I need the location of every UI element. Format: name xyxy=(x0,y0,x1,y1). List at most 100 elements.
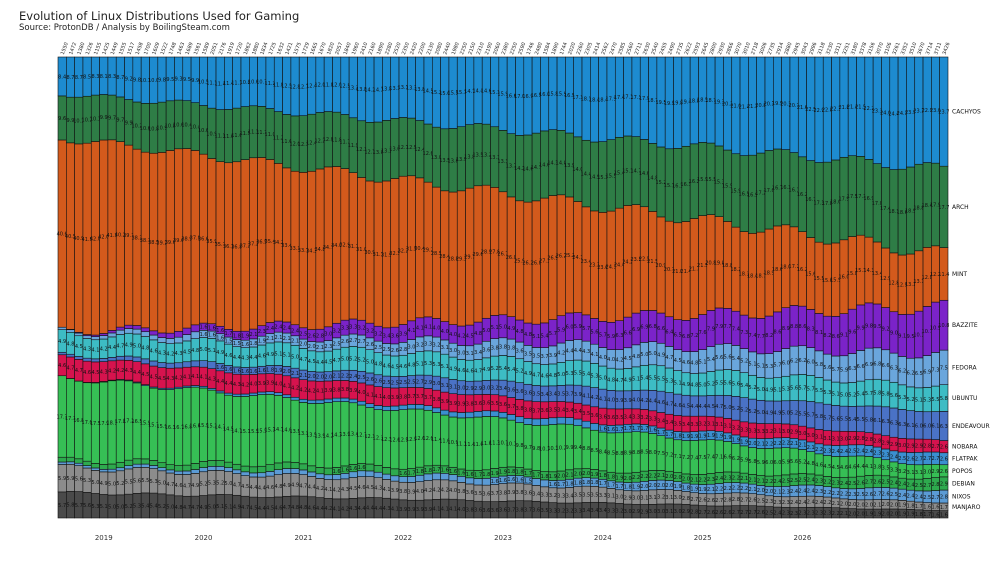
data-label: 21.5 xyxy=(647,259,658,265)
bar-column: 1.61.72.82.92.62.62.66.35.87.510.811.417… xyxy=(938,56,949,518)
bar-segment-nixos xyxy=(66,461,75,465)
data-label: 2.4 xyxy=(774,511,782,517)
data-label: 5.6 xyxy=(832,416,840,422)
data-label: 10.8 xyxy=(148,126,159,132)
data-label: 15.5 xyxy=(248,429,259,435)
data-label: 15.7 xyxy=(148,422,159,428)
data-label: 8.2 xyxy=(765,333,773,339)
data-label: 5.1 xyxy=(208,348,216,354)
data-label: 4.2 xyxy=(591,395,599,401)
series-label-flatpak: FLATPAK xyxy=(952,456,979,463)
data-label: 3.5 xyxy=(882,466,890,472)
data-label: 3.6 xyxy=(482,508,490,514)
bar-segment-endeavour xyxy=(174,362,184,369)
data-label: 4.1 xyxy=(591,352,599,358)
bar-segment-debian xyxy=(99,464,109,470)
data-label: 6.3 xyxy=(615,333,623,339)
data-label: 16.0 xyxy=(539,92,550,98)
data-label: 5.3 xyxy=(133,504,141,510)
data-label: 10.0 xyxy=(148,78,159,84)
data-label: 1.6 xyxy=(441,468,449,474)
data-label: 4.4 xyxy=(216,379,224,385)
data-label: 4.3 xyxy=(208,376,216,382)
data-label: 13.1 xyxy=(489,155,500,161)
data-label: 2.4 xyxy=(857,448,865,454)
data-label: 16.5 xyxy=(531,93,542,99)
data-label: 17.7 xyxy=(57,414,68,420)
data-label: 3.2 xyxy=(374,332,382,338)
bar-column: 5.15.014.54.41.64.61.51.736.111.611.4 xyxy=(223,56,234,519)
data-label: 4.9 xyxy=(283,483,291,489)
bar-segment-nixos xyxy=(132,463,142,468)
data-label: 1.7 xyxy=(432,467,440,473)
data-label: 5.9 xyxy=(840,367,848,373)
data-label: 10.8 xyxy=(165,124,176,130)
data-label: 2.3 xyxy=(807,511,815,517)
data-label: 3.3 xyxy=(749,429,757,435)
data-label: 4.3 xyxy=(582,349,590,355)
data-label: 3.9 xyxy=(449,401,457,407)
data-label: 15.5 xyxy=(256,428,267,434)
data-label: 2.1 xyxy=(740,476,748,482)
bar-column: 3.53.31.810.13.63.44.63.75.427.114.616.0 xyxy=(539,56,550,519)
data-label: 12.8 xyxy=(289,84,300,90)
bar-column: 3.03.01.92.07.11.83.54.65.14.56.521.016.… xyxy=(672,56,683,519)
data-label: 2.0 xyxy=(890,502,898,508)
data-label: 2.5 xyxy=(333,342,341,348)
data-label: 4.2 xyxy=(424,488,432,494)
data-label: 2.4 xyxy=(349,374,357,380)
data-label: 16.9 xyxy=(747,192,758,198)
data-label: 16.7 xyxy=(173,425,184,431)
data-label: 10.2 xyxy=(556,445,567,451)
series-label-nixos: NIXOS xyxy=(952,494,971,501)
data-label: 4.2 xyxy=(241,382,249,388)
data-label: 5.5 xyxy=(857,417,865,423)
data-label: 1.6 xyxy=(491,479,499,485)
data-label: 8.5 xyxy=(83,75,91,81)
data-label: 3.0 xyxy=(807,433,815,439)
data-label: 14.0 xyxy=(281,428,292,434)
data-label: 12.7 xyxy=(364,150,375,156)
data-label: 3.4 xyxy=(574,409,582,415)
data-label: 16.8 xyxy=(73,418,84,424)
bar-segment-flatpak xyxy=(257,391,267,395)
data-label: 3.1 xyxy=(449,385,457,391)
data-label: 13.2 xyxy=(348,85,359,91)
data-label: 4.6 xyxy=(657,400,665,406)
data-label: 20.2 xyxy=(722,102,733,108)
data-label: 5.3 xyxy=(432,362,440,368)
data-label: 4.2 xyxy=(615,357,623,363)
data-label: 4.6 xyxy=(682,360,690,366)
data-label: 14.5 xyxy=(223,427,234,433)
data-label: 5.0 xyxy=(724,405,732,411)
data-label: 3.5 xyxy=(557,391,565,397)
bar-segment-flatpak xyxy=(523,417,533,425)
data-label: 15.1 xyxy=(456,90,467,96)
data-label: 6.9 xyxy=(640,324,648,330)
data-label: 2.5 xyxy=(383,347,391,353)
data-label: 5.6 xyxy=(790,459,798,465)
data-label: 15.4 xyxy=(614,171,625,177)
bar-column: 5.85.917.14.74.840.59.98.7 xyxy=(65,56,76,519)
data-label: 9.1 xyxy=(898,333,906,339)
data-label: 14.6 xyxy=(481,89,492,95)
data-label: 2.0 xyxy=(682,476,690,482)
data-label: 36.8 xyxy=(231,245,242,251)
data-label: 4.0 xyxy=(358,390,366,396)
data-label: 5.7 xyxy=(823,415,831,421)
data-label: 28.9 xyxy=(481,250,492,256)
data-label: 5.0 xyxy=(649,351,657,357)
data-label: 5.2 xyxy=(116,481,124,487)
data-label: 2.5 xyxy=(790,478,798,484)
data-label: 3.0 xyxy=(408,345,416,351)
bar-segment-fedora xyxy=(132,328,142,335)
data-label: 2.7 xyxy=(923,456,931,462)
data-label: 7.3 xyxy=(932,367,940,373)
data-label: 12.6 xyxy=(423,151,434,157)
bar-column: 4.54.415.54.01.64.41.82.137.211.310.6 xyxy=(248,56,259,519)
data-label: 3.7 xyxy=(507,507,515,513)
data-label: 1.8 xyxy=(624,485,632,491)
bar-segment-flatpak xyxy=(348,398,358,404)
data-label: 13.8 xyxy=(448,158,459,164)
data-label: 5.1 xyxy=(416,361,424,367)
